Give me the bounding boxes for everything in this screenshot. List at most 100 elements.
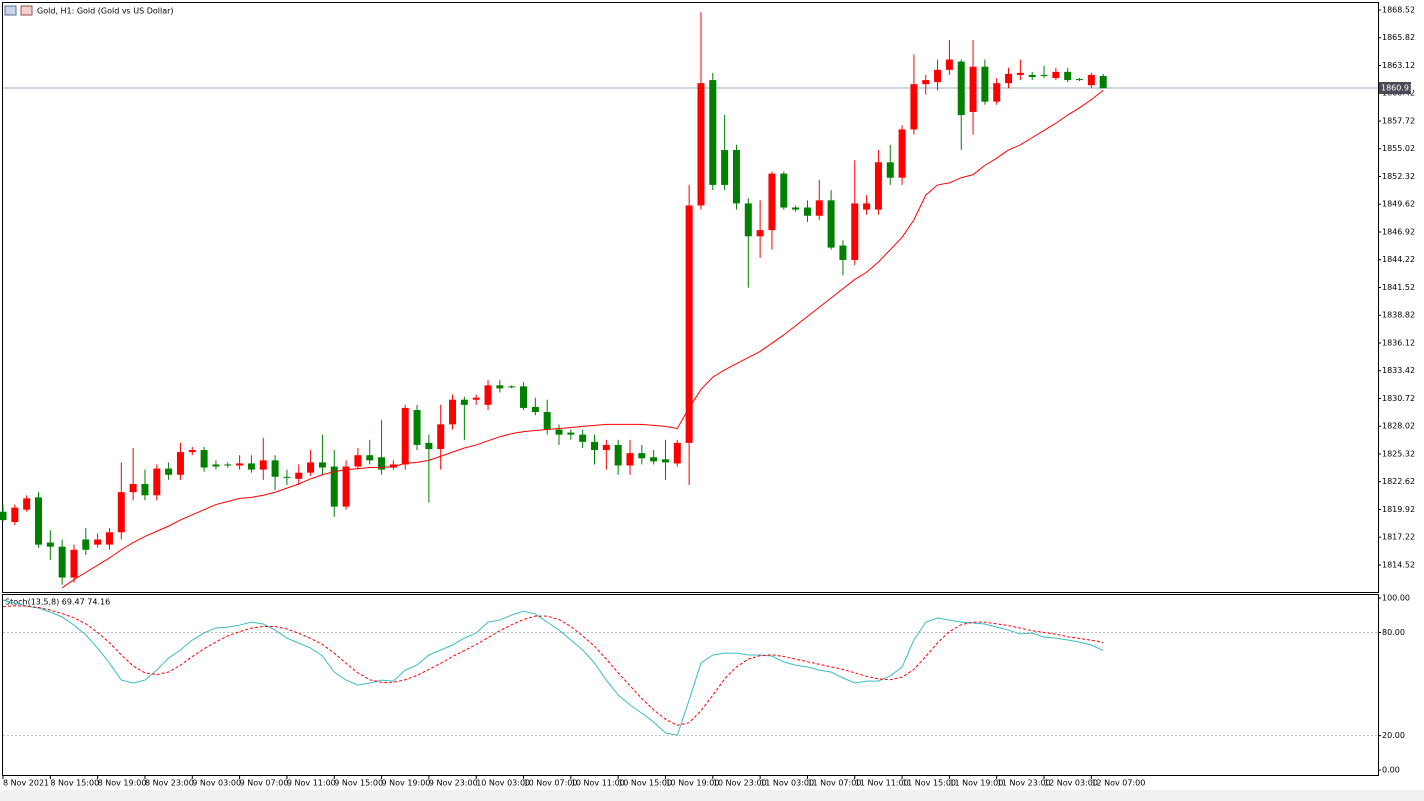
candle-body (945, 59, 953, 70)
x-tick-label: 9 Nov 07:00 (240, 779, 289, 788)
candle-body (839, 245, 847, 260)
candle-body (0, 511, 7, 520)
candle-body (1087, 74, 1095, 86)
y-tick-label: 1819.92 (1382, 505, 1415, 514)
candle-body (697, 83, 705, 206)
candle-body (259, 460, 267, 470)
y-tick-label: 1865.82 (1382, 33, 1415, 42)
candle-body (898, 129, 906, 178)
y-tick-label: 1855.02 (1382, 144, 1415, 153)
candle-body (117, 492, 125, 533)
x-tick-label: 9 Nov 03:00 (192, 779, 241, 788)
timeframe-icon (20, 5, 33, 16)
candle-body (685, 205, 693, 443)
candle-body (543, 412, 551, 430)
x-tick-label: 10 Nov 11:00 (571, 779, 625, 788)
x-tick-label: 10 Nov 15:00 (618, 779, 672, 788)
candle-body (520, 386, 528, 408)
candle-body (141, 483, 149, 496)
candle-body (531, 406, 539, 413)
y-tick-label: 1841.52 (1382, 283, 1415, 292)
y-tick-label: 1838.82 (1382, 311, 1415, 320)
candle-body (626, 453, 634, 466)
candle-body (105, 532, 113, 545)
x-tick-label: 9 Nov 11:00 (287, 779, 336, 788)
candle-body (661, 459, 669, 463)
candle-body (768, 173, 776, 231)
candle-body (709, 80, 717, 185)
candle-body (508, 386, 516, 388)
candle-body (129, 483, 137, 493)
status-strip (0, 790, 1424, 801)
candle-body (318, 462, 326, 468)
y-tick-label: 1830.72 (1382, 394, 1415, 403)
symbol-icon (4, 5, 17, 16)
x-tick-label: 9 Nov 15:00 (334, 779, 383, 788)
y-tick-label: 1846.92 (1382, 227, 1415, 236)
y-tick-label: 1863.12 (1382, 61, 1415, 70)
candle-body (484, 385, 492, 405)
candle-body (934, 69, 942, 83)
oscillator-panel (2, 594, 1379, 776)
x-tick-label: 11 Nov 23:00 (997, 779, 1051, 788)
candle-body (153, 468, 161, 496)
y-tick-label: 0.00 (1382, 766, 1400, 775)
candle-body (803, 207, 811, 216)
candle-body (413, 409, 421, 445)
candle-body (23, 498, 31, 510)
y-tick-label: 1836.12 (1382, 338, 1415, 347)
x-tick-label: 12 Nov 07:00 (1091, 779, 1145, 788)
moving-average-line (61, 89, 1104, 589)
candle-body (614, 444, 622, 466)
x-tick-label: 8 Nov 15:00 (50, 779, 99, 788)
candle-body (673, 442, 681, 464)
candle-body (342, 466, 350, 507)
candle-body (271, 460, 279, 477)
candle-body (922, 80, 930, 85)
y-tick-label: 1857.72 (1382, 116, 1415, 125)
candle-body (732, 149, 740, 204)
candle-body (993, 83, 1001, 102)
x-tick-label: 11 Nov 19:00 (949, 779, 1003, 788)
candle-body (11, 507, 19, 523)
candle-body (1005, 73, 1013, 84)
candle-body (401, 407, 409, 465)
candle-body (94, 539, 102, 545)
candle-body (330, 466, 338, 507)
y-tick-label: 1849.62 (1382, 200, 1415, 209)
last-price-label: 1860.93 (1381, 83, 1414, 92)
x-tick-label: 11 Nov 15:00 (902, 779, 956, 788)
indicator-label: Stoch(13,5,8) 69.47 74.16 (5, 598, 110, 607)
candle-body (910, 84, 918, 130)
y-tick-label: 1868.52 (1382, 5, 1415, 14)
candle-body (1052, 71, 1060, 79)
candle-body (874, 162, 882, 210)
candle-body (1040, 74, 1048, 76)
y-tick-label: 80.00 (1382, 628, 1405, 637)
candle-body (969, 66, 977, 112)
candle-body (366, 455, 374, 461)
y-tick-label: 1833.42 (1382, 366, 1415, 375)
y-tick-label: 1828.02 (1382, 422, 1415, 431)
candle-body (851, 203, 859, 260)
candle-body (744, 203, 752, 237)
candle-body (295, 472, 303, 479)
last-price-box (1379, 81, 1411, 94)
candle-body (567, 432, 575, 435)
candle-body (460, 399, 468, 405)
candle-body (34, 497, 42, 545)
candle-body (188, 450, 196, 453)
x-tick-label: 10 Nov 07:00 (524, 779, 578, 788)
y-tick-label: 1817.22 (1382, 533, 1415, 542)
chart-title: Gold, H1: Gold (Gold vs US Dollar) (37, 7, 174, 16)
candle-body (780, 173, 788, 208)
candle-body (591, 441, 598, 451)
y-tick-label: 1822.62 (1382, 477, 1415, 486)
candle-body (378, 457, 386, 470)
x-tick-label: 9 Nov 19:00 (382, 779, 431, 788)
candle-body (70, 549, 78, 578)
candle-body (449, 399, 457, 425)
candle-body (863, 203, 871, 210)
